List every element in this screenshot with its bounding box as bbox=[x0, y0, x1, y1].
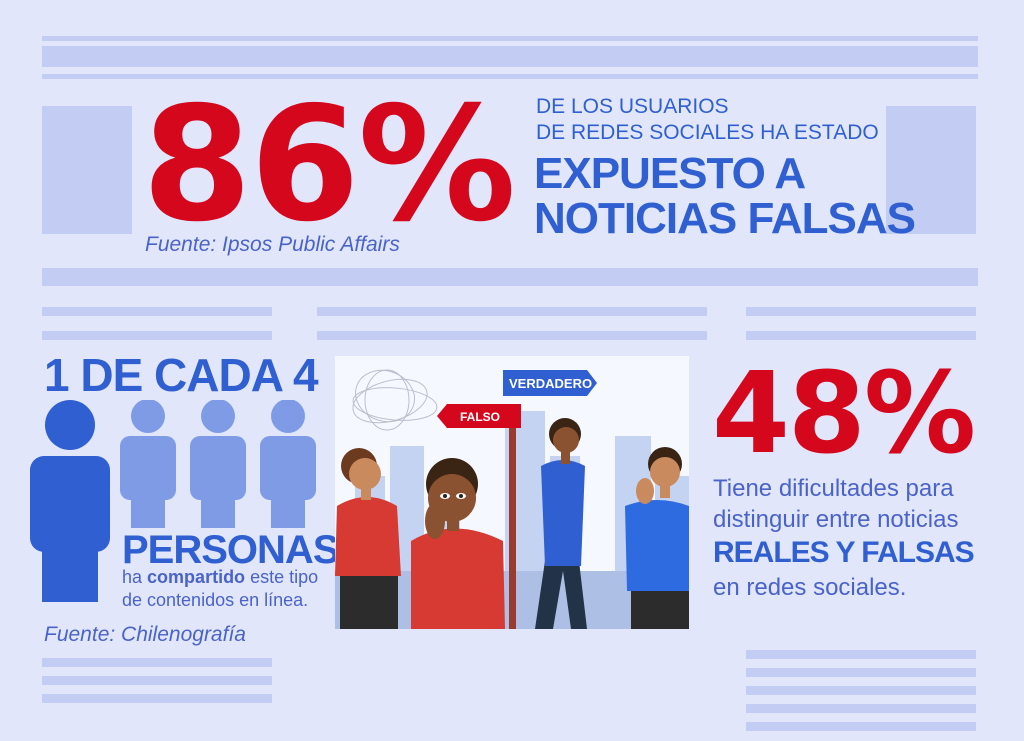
man-center-figure bbox=[411, 458, 505, 629]
stat2-desc-post: este tipo bbox=[250, 567, 319, 587]
stat2-label: PERSONAS bbox=[122, 528, 339, 572]
stat3-percent: 48% bbox=[712, 349, 976, 479]
stat2-desc-bold: compartido bbox=[147, 567, 246, 587]
person-icon bbox=[190, 400, 246, 528]
person-icon bbox=[260, 400, 316, 528]
woman-left-figure bbox=[335, 448, 401, 629]
sign-true-label: VERDADERO bbox=[509, 376, 593, 391]
person-icon bbox=[120, 400, 176, 528]
stat3-line1: Tiene dificultades para bbox=[713, 475, 954, 502]
stat3-highlight: REALES Y FALSAS bbox=[713, 536, 975, 569]
stat1-percent: 86% bbox=[142, 73, 516, 257]
stat2-desc-line2: de contenidos en línea. bbox=[122, 590, 309, 610]
man-right-figure bbox=[625, 447, 689, 629]
stat1-line1: DE LOS USUARIOS bbox=[536, 95, 729, 118]
sign-falso-shape bbox=[437, 404, 521, 428]
person-icon-highlighted bbox=[30, 400, 110, 602]
scribble-illustration bbox=[352, 369, 438, 431]
stat1-highlight1: EXPUESTO A bbox=[534, 149, 806, 198]
stat3-line2: distinguir entre noticias bbox=[713, 506, 959, 533]
stat3-line3: en redes sociales. bbox=[713, 574, 907, 601]
stat2-source: Fuente: Chilenografía bbox=[44, 623, 246, 646]
stat1-highlight2: NOTICIAS FALSAS bbox=[534, 194, 916, 243]
sign-verdadero-shape bbox=[503, 370, 597, 396]
stat1-line2: DE REDES SOCIALES HA ESTADO bbox=[536, 121, 879, 144]
stat2-desc-pre: ha bbox=[122, 567, 143, 587]
people-icons bbox=[30, 400, 316, 602]
stat2-description: ha compartido este tipo de contenidos en… bbox=[122, 566, 318, 612]
illustration: VERDADERO FALSO bbox=[335, 356, 689, 629]
woman-right-figure bbox=[535, 418, 587, 629]
stat2-ratio: 1 DE CADA 4 bbox=[44, 349, 319, 401]
sign-false-label: FALSO bbox=[460, 410, 501, 424]
stat1-source: Fuente: Ipsos Public Affairs bbox=[145, 233, 400, 256]
